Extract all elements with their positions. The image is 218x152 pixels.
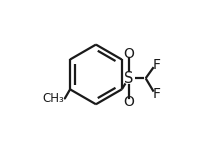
Text: S: S <box>124 71 133 86</box>
Text: F: F <box>152 58 160 72</box>
Text: O: O <box>123 95 134 109</box>
Text: O: O <box>123 47 134 61</box>
Text: F: F <box>152 87 160 101</box>
Text: CH₃: CH₃ <box>42 92 64 105</box>
